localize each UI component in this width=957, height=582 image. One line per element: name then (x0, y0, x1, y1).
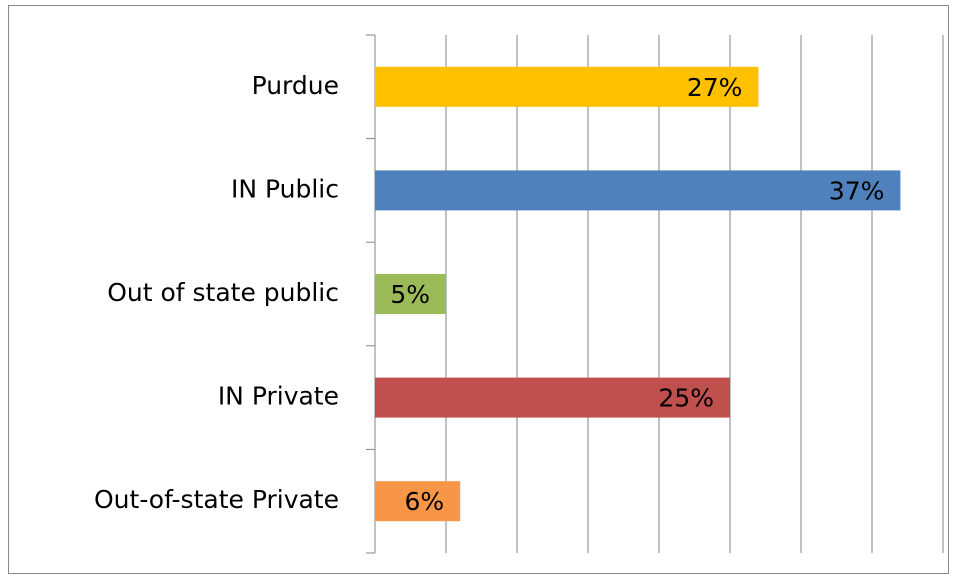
data-label: 5% (390, 280, 430, 309)
data-label: 27% (687, 73, 743, 102)
data-label: 6% (405, 487, 445, 516)
bar (375, 170, 901, 211)
bar (375, 274, 446, 314)
y-tick-label: Purdue (252, 71, 339, 100)
data-label: 37% (829, 176, 885, 205)
bar (375, 481, 461, 522)
bar (375, 66, 759, 107)
bar (375, 377, 730, 418)
y-tick-label: Out-of-state Private (94, 485, 339, 514)
data-label: 25% (658, 384, 714, 413)
y-tick-label: IN Public (231, 174, 339, 203)
y-tick-label: IN Private (218, 382, 339, 411)
y-tick-label: Out of state public (107, 278, 339, 307)
